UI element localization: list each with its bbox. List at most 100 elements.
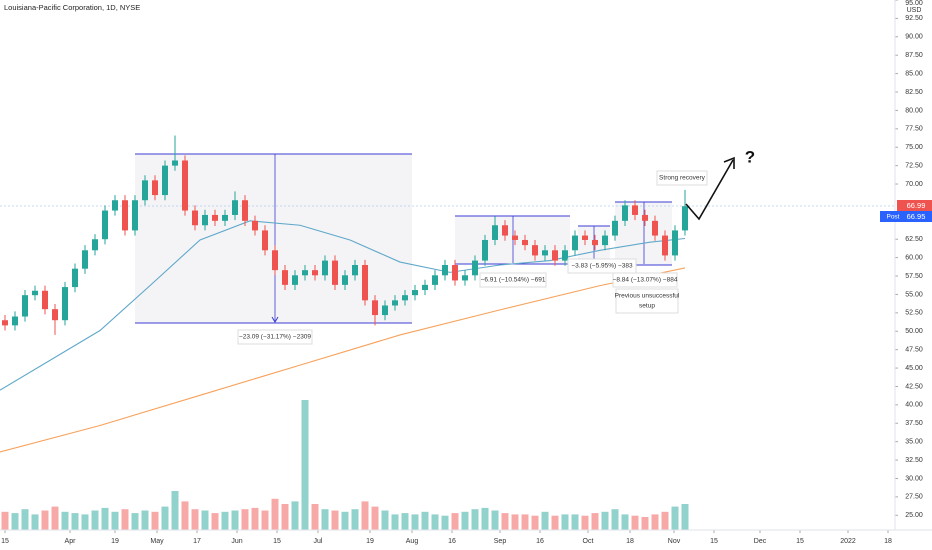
candle-body bbox=[462, 275, 468, 281]
measure-label: −3.83 (−5.95%) −383 bbox=[571, 263, 633, 270]
candle-body bbox=[312, 270, 318, 276]
candle-body bbox=[452, 265, 458, 281]
candle-body bbox=[142, 180, 148, 201]
candle-body bbox=[272, 250, 278, 271]
candle-body bbox=[482, 239, 488, 261]
forecast-arrow bbox=[685, 159, 734, 221]
candle-body bbox=[512, 235, 518, 240]
candle-body bbox=[72, 268, 78, 288]
y-tick-label: 50.00 bbox=[905, 328, 923, 335]
y-tick-label: 55.00 bbox=[905, 291, 923, 298]
volume-bar bbox=[91, 510, 99, 530]
volume-bar bbox=[31, 514, 39, 530]
candle-body bbox=[532, 245, 538, 256]
volume-bar bbox=[341, 511, 349, 530]
volume-bar bbox=[521, 514, 529, 530]
volume-bar bbox=[571, 514, 579, 530]
volume-bar bbox=[471, 509, 479, 530]
volume-bar bbox=[181, 501, 189, 530]
note: setup bbox=[639, 303, 655, 310]
measure-label: −6.91 (−10.54%) −691 bbox=[481, 277, 546, 284]
volume-bar bbox=[41, 510, 49, 530]
candle-body bbox=[672, 230, 678, 256]
x-tick-label: Apr bbox=[65, 538, 77, 545]
volume-bar bbox=[671, 506, 679, 530]
y-tick-label: 87.50 bbox=[905, 52, 923, 59]
x-tick-label: Sep bbox=[494, 538, 507, 545]
candle-body bbox=[242, 200, 248, 221]
volume-bar bbox=[271, 498, 279, 530]
measure-label-box bbox=[479, 272, 547, 288]
volume-bar bbox=[361, 501, 369, 530]
x-tick-label: Nov bbox=[668, 538, 681, 545]
post-price: 66.95 bbox=[907, 212, 926, 221]
volume-bar bbox=[171, 491, 179, 530]
candle-body bbox=[432, 275, 438, 285]
y-tick-label: 52.50 bbox=[905, 310, 923, 317]
candle-body bbox=[92, 239, 98, 251]
volume-bar bbox=[81, 514, 89, 530]
candle-body bbox=[582, 235, 588, 240]
candle-body bbox=[642, 214, 648, 221]
volume-bar bbox=[461, 511, 469, 530]
x-tick-label: 16 bbox=[536, 538, 544, 545]
candle-body bbox=[632, 205, 638, 215]
y-tick-label: 57.50 bbox=[905, 273, 923, 280]
x-tick-label: Oct bbox=[583, 538, 594, 545]
candle-body bbox=[292, 275, 298, 285]
y-tick-label: 27.50 bbox=[905, 494, 923, 501]
x-tick-label: 17 bbox=[193, 538, 201, 545]
candle-body bbox=[212, 214, 218, 221]
x-tick-label: 18 bbox=[884, 538, 892, 545]
candle-body bbox=[262, 230, 268, 251]
candle-body bbox=[522, 239, 528, 246]
measure-label: −23.09 (−31.17%) −2309 bbox=[239, 334, 311, 341]
candle-body bbox=[552, 250, 558, 261]
candle-body bbox=[52, 309, 58, 321]
candle-body bbox=[472, 260, 478, 276]
volume-bar bbox=[201, 510, 209, 530]
volume-bar bbox=[221, 511, 229, 530]
volume-bar bbox=[351, 509, 359, 530]
candle-body bbox=[122, 200, 128, 231]
volume-bar bbox=[211, 513, 219, 530]
candle-body bbox=[412, 290, 418, 296]
candle-body bbox=[562, 250, 568, 261]
y-tick-label: 30.00 bbox=[905, 475, 923, 482]
volume-bar bbox=[51, 506, 59, 530]
x-tick-label: Dec bbox=[754, 538, 767, 545]
volume-bar bbox=[1, 511, 9, 530]
volume-bar bbox=[391, 514, 399, 530]
moving-average bbox=[0, 220, 686, 391]
arrow-head bbox=[271, 316, 279, 323]
volume-bar bbox=[321, 509, 329, 530]
y-tick-label: 72.50 bbox=[905, 162, 923, 169]
candle-body bbox=[682, 206, 688, 231]
volume-bar bbox=[61, 511, 69, 530]
volume-bar bbox=[241, 509, 249, 530]
candle-body bbox=[662, 235, 668, 256]
candle-body bbox=[442, 265, 448, 276]
candle-body bbox=[332, 260, 338, 285]
post-tag: Post bbox=[886, 214, 899, 221]
volume-bar bbox=[121, 509, 129, 530]
candle-body bbox=[132, 200, 138, 231]
candle-body bbox=[382, 305, 388, 316]
volume-bar bbox=[631, 515, 639, 530]
volume-bar bbox=[451, 513, 459, 530]
volume-bar bbox=[301, 400, 309, 530]
y-tick-label: 60.00 bbox=[905, 254, 923, 261]
candle-body bbox=[392, 300, 398, 306]
volume-bar bbox=[421, 511, 429, 530]
candle-body bbox=[2, 320, 8, 326]
drawings-back bbox=[0, 135, 895, 530]
volume-bar bbox=[231, 510, 239, 530]
candle-body bbox=[362, 265, 368, 301]
candle-body bbox=[232, 200, 238, 215]
volume-bar bbox=[621, 514, 629, 530]
drawings-front: −23.09 (−31.17%) −2309 −6.91 (−10.54%) −… bbox=[0, 0, 932, 531]
volume-bar bbox=[101, 507, 109, 530]
volume-bar bbox=[371, 506, 379, 530]
x-tick-label: 19 bbox=[111, 538, 119, 545]
candle-body bbox=[112, 200, 118, 211]
